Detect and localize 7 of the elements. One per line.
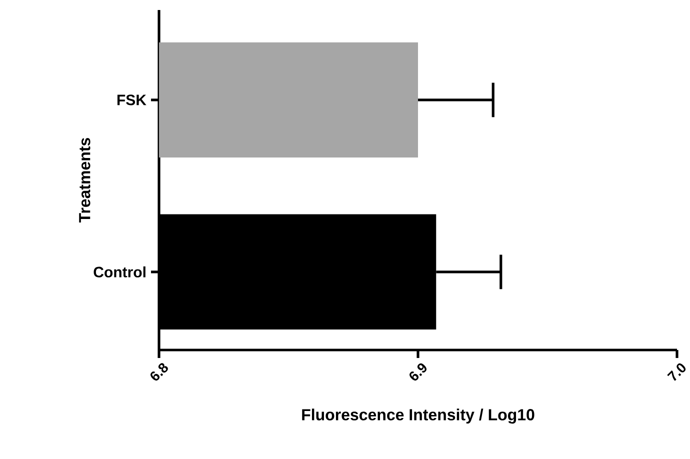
x-tick-label: 6.9 [410, 363, 426, 381]
x-axis-title: Fluorescence Intensity / Log10 [302, 408, 534, 424]
y-tick-label: Control [94, 266, 146, 278]
x-tick-label: 7.0 [667, 363, 686, 381]
y-tick-label: FSK [117, 94, 146, 106]
y-axis-title: Treatments [79, 138, 90, 223]
x-tick-label: 6.8 [150, 363, 168, 381]
